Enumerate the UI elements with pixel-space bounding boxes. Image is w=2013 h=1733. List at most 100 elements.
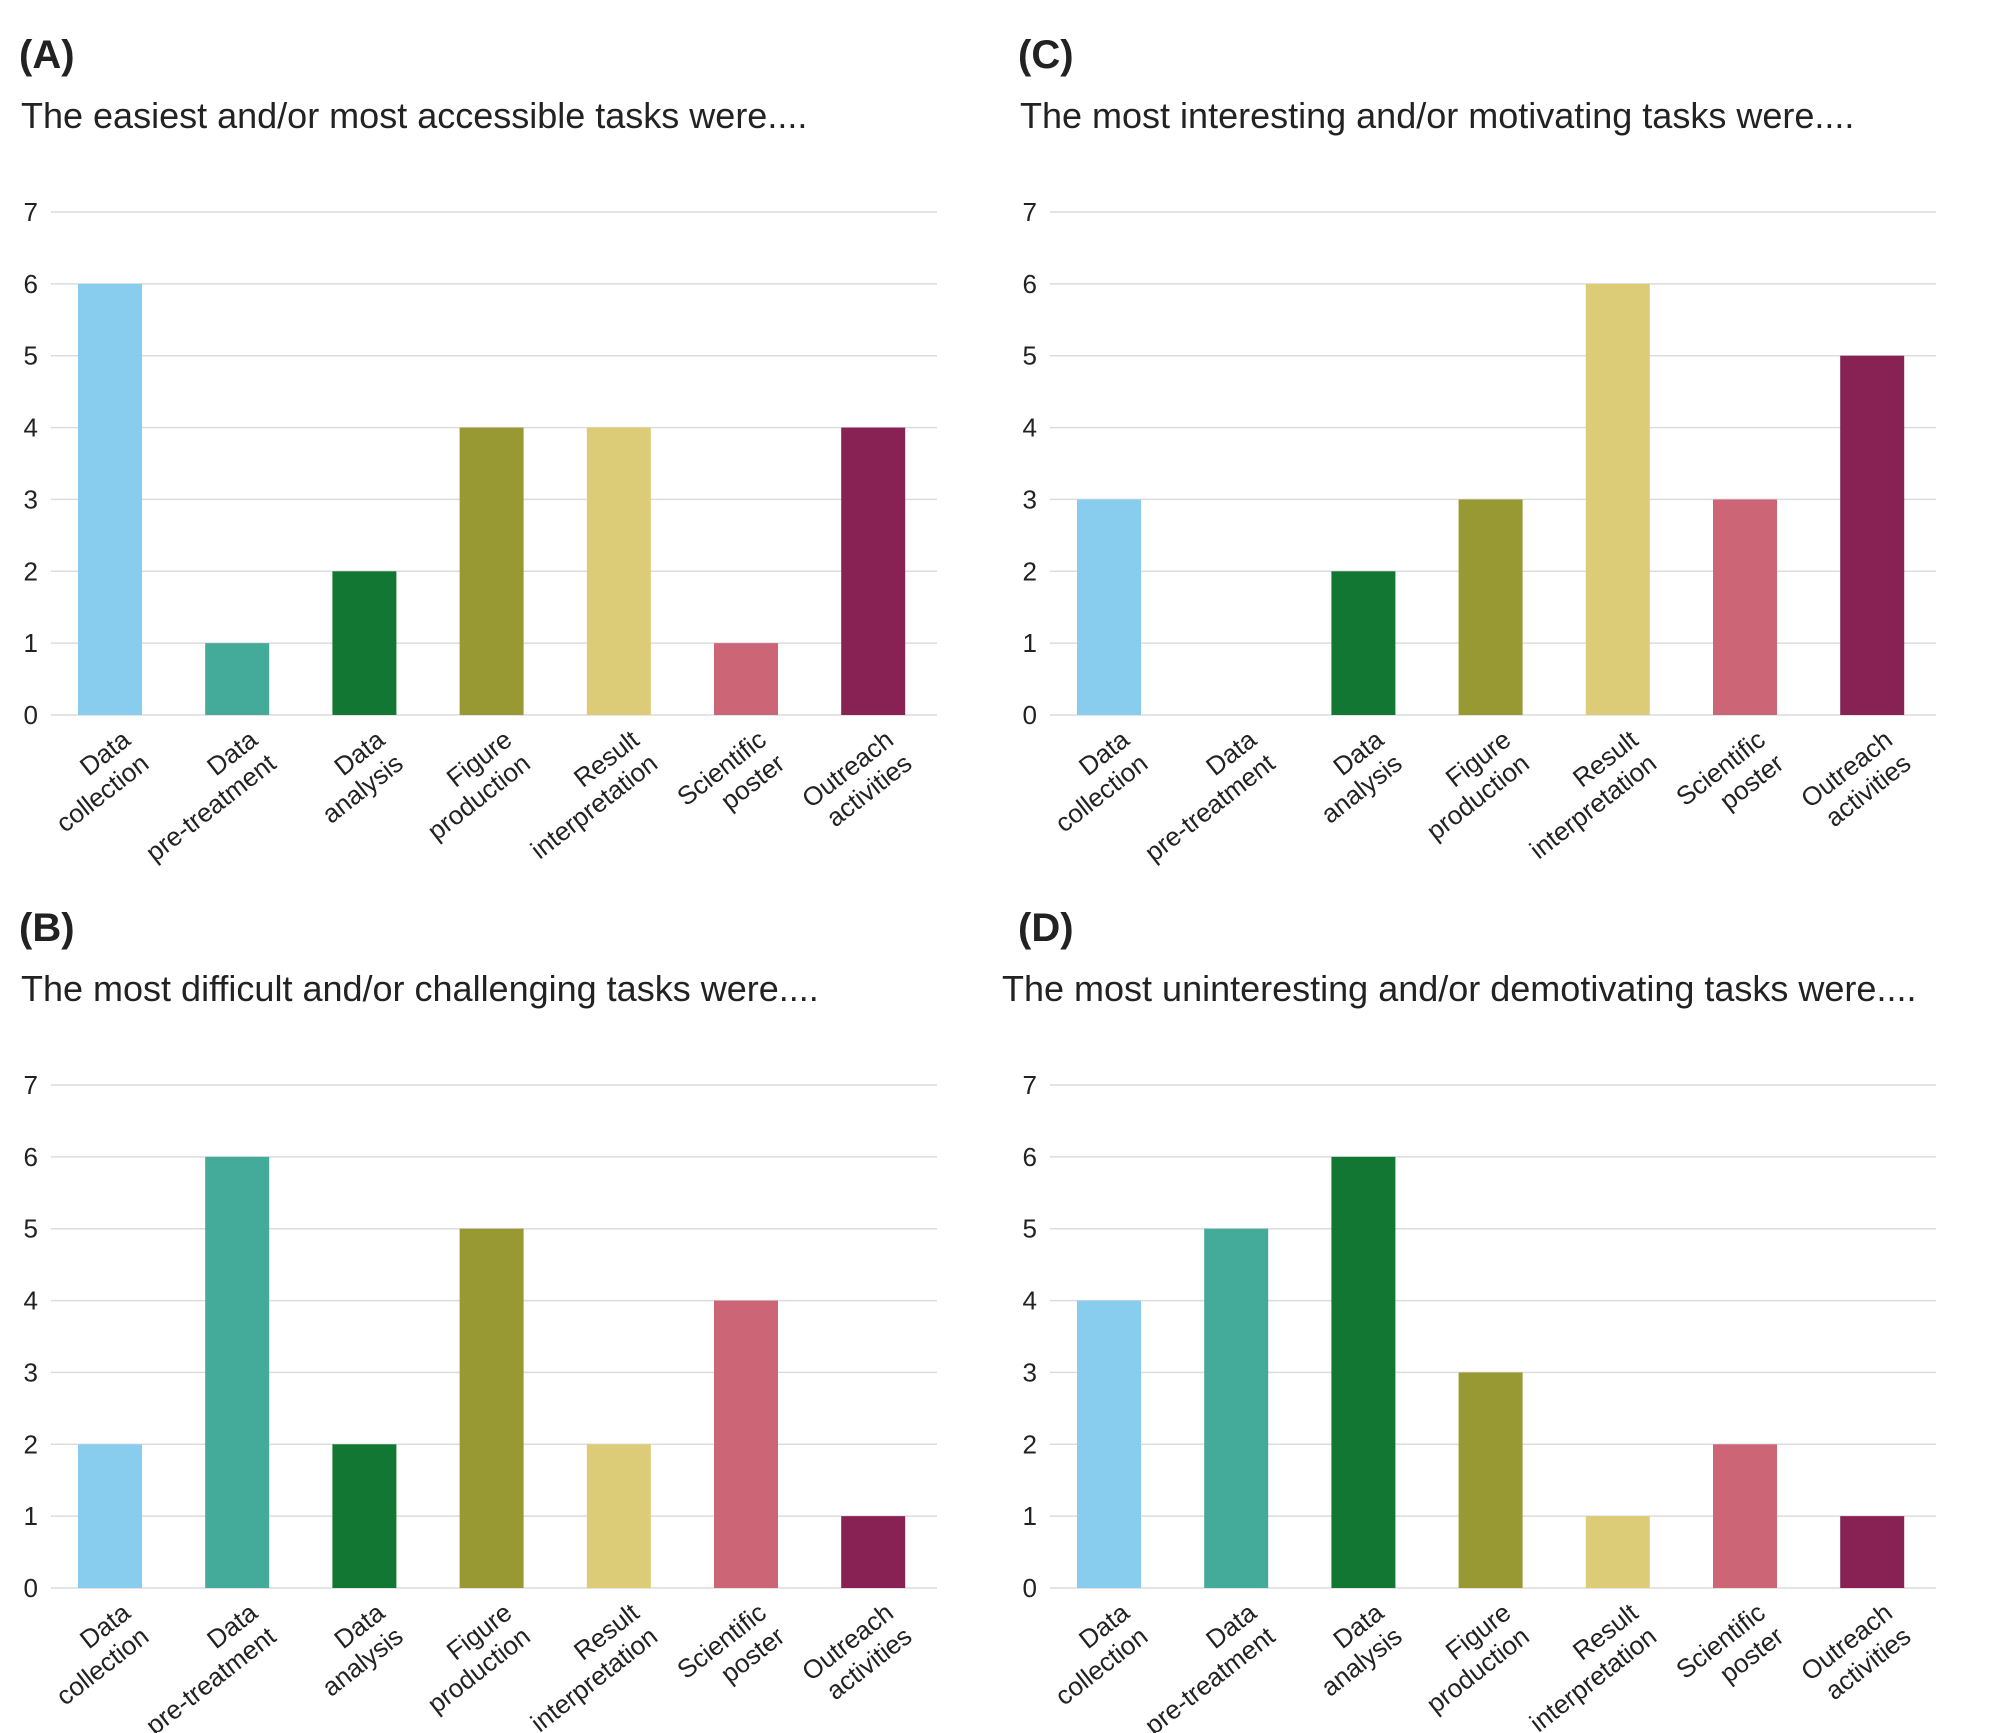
bar xyxy=(78,283,142,715)
bar xyxy=(459,1228,524,1588)
panel-title: The easiest and/or most accessible tasks… xyxy=(21,95,807,136)
bar xyxy=(1204,1228,1269,1588)
y-tick-label: 4 xyxy=(1023,413,1037,443)
x-tick-label: Datacollection xyxy=(1031,1597,1154,1711)
y-tick-label: 5 xyxy=(1023,1214,1037,1244)
panel-title: The most uninteresting and/or demotivati… xyxy=(1002,968,1916,1009)
y-tick-label: 1 xyxy=(1023,628,1037,658)
y-tick-label: 4 xyxy=(24,413,38,443)
y-tick-label: 5 xyxy=(1023,341,1037,371)
y-tick-label: 6 xyxy=(1023,1142,1037,1172)
bar xyxy=(205,643,270,715)
y-tick-label: 3 xyxy=(24,484,38,514)
y-tick-label: 0 xyxy=(24,700,38,730)
y-tick-label: 0 xyxy=(1023,700,1037,730)
x-tick-label: Resultinterpretation xyxy=(1505,724,1662,865)
x-tick-label: Dataanalysis xyxy=(298,724,409,829)
bar xyxy=(1458,499,1523,715)
x-tick-label: Resultinterpretation xyxy=(506,1597,663,1733)
x-tick-label: Datacollection xyxy=(32,724,155,838)
y-tick-label: 5 xyxy=(24,1214,38,1244)
x-tick-label: Resultinterpretation xyxy=(1505,1597,1662,1733)
bar xyxy=(1713,499,1777,715)
bar xyxy=(1458,1372,1523,1588)
x-tick-label: Datapre-treatment xyxy=(1120,1597,1281,1733)
bar xyxy=(1585,1516,1650,1588)
bar xyxy=(1585,283,1650,715)
y-tick-label: 1 xyxy=(24,628,38,658)
y-tick-label: 3 xyxy=(1023,1357,1037,1387)
bar xyxy=(714,1300,778,1588)
x-tick-label: Dataanalysis xyxy=(1297,724,1408,829)
bar xyxy=(841,1516,906,1588)
y-tick-label: 3 xyxy=(1023,484,1037,514)
panel-label: (B) xyxy=(19,906,75,950)
x-tick-label: Resultinterpretation xyxy=(506,724,663,865)
bar xyxy=(1331,1156,1396,1588)
x-tick-label: Datacollection xyxy=(1031,724,1154,838)
y-tick-label: 7 xyxy=(24,1070,38,1100)
bar xyxy=(586,1444,651,1588)
x-tick-label: Scientificposter xyxy=(1670,724,1789,836)
x-tick-label: Outreachactivities xyxy=(1795,724,1916,837)
x-tick-label: Scientificposter xyxy=(671,724,790,836)
y-tick-label: 7 xyxy=(1023,197,1037,227)
panel-label: (D) xyxy=(1018,906,1074,950)
x-tick-label: Outreachactivities xyxy=(796,1597,917,1710)
panel-label: (C) xyxy=(1018,33,1074,77)
y-tick-label: 0 xyxy=(1023,1573,1037,1603)
x-tick-label: Figureproduction xyxy=(403,724,536,846)
y-tick-label: 1 xyxy=(24,1501,38,1531)
x-tick-label: Scientificposter xyxy=(671,1597,790,1709)
y-tick-label: 4 xyxy=(24,1286,38,1316)
y-tick-label: 7 xyxy=(24,197,38,227)
bar xyxy=(714,643,778,715)
bar xyxy=(586,427,651,715)
x-tick-label: Datapre-treatment xyxy=(1120,724,1281,868)
x-tick-label: Figureproduction xyxy=(1402,1597,1535,1719)
x-tick-label: Figureproduction xyxy=(403,1597,536,1719)
panel-title: The most difficult and/or challenging ta… xyxy=(21,968,819,1009)
y-tick-label: 0 xyxy=(24,1573,38,1603)
y-tick-label: 3 xyxy=(24,1357,38,1387)
bar xyxy=(1840,355,1905,715)
x-tick-label: Outreachactivities xyxy=(796,724,917,837)
bar xyxy=(1077,1300,1141,1588)
y-tick-label: 1 xyxy=(1023,1501,1037,1531)
x-tick-label: Datacollection xyxy=(32,1597,155,1711)
y-tick-label: 2 xyxy=(1023,1429,1037,1459)
x-tick-label: Datapre-treatment xyxy=(121,1597,282,1733)
x-tick-label: Dataanalysis xyxy=(1297,1597,1408,1702)
y-tick-label: 4 xyxy=(1023,1286,1037,1316)
chart-panel: (D) The most uninteresting and/or demotiv… xyxy=(1002,906,1936,1733)
x-tick-label: Figureproduction xyxy=(1402,724,1535,846)
y-tick-label: 6 xyxy=(1023,269,1037,299)
chart-panel: (B) The most difficult and/or challenging… xyxy=(19,906,937,1733)
bar xyxy=(459,427,524,715)
bar xyxy=(78,1444,142,1588)
bar xyxy=(1331,571,1396,715)
y-tick-label: 7 xyxy=(1023,1070,1037,1100)
bar xyxy=(1840,1516,1905,1588)
x-tick-label: Outreachactivities xyxy=(1795,1597,1916,1710)
bar xyxy=(1713,1444,1777,1588)
chart-panel: (A) The easiest and/or most accessible ta… xyxy=(19,33,937,867)
y-tick-label: 2 xyxy=(24,556,38,586)
panel-label: (A) xyxy=(19,33,75,77)
y-tick-label: 2 xyxy=(24,1429,38,1459)
bar xyxy=(332,571,397,715)
y-tick-label: 6 xyxy=(24,269,38,299)
bar xyxy=(332,1444,397,1588)
y-tick-label: 2 xyxy=(1023,556,1037,586)
x-tick-label: Scientificposter xyxy=(1670,1597,1789,1709)
y-tick-label: 5 xyxy=(24,341,38,371)
bar xyxy=(841,427,906,715)
chart-panel: (C) The most interesting and/or motivatin… xyxy=(1018,33,1936,867)
x-tick-label: Dataanalysis xyxy=(298,1597,409,1702)
bar xyxy=(205,1156,270,1588)
bar xyxy=(1077,499,1141,715)
x-tick-label: Datapre-treatment xyxy=(121,724,282,868)
y-tick-label: 6 xyxy=(24,1142,38,1172)
panel-title: The most interesting and/or motivating t… xyxy=(1020,95,1854,136)
